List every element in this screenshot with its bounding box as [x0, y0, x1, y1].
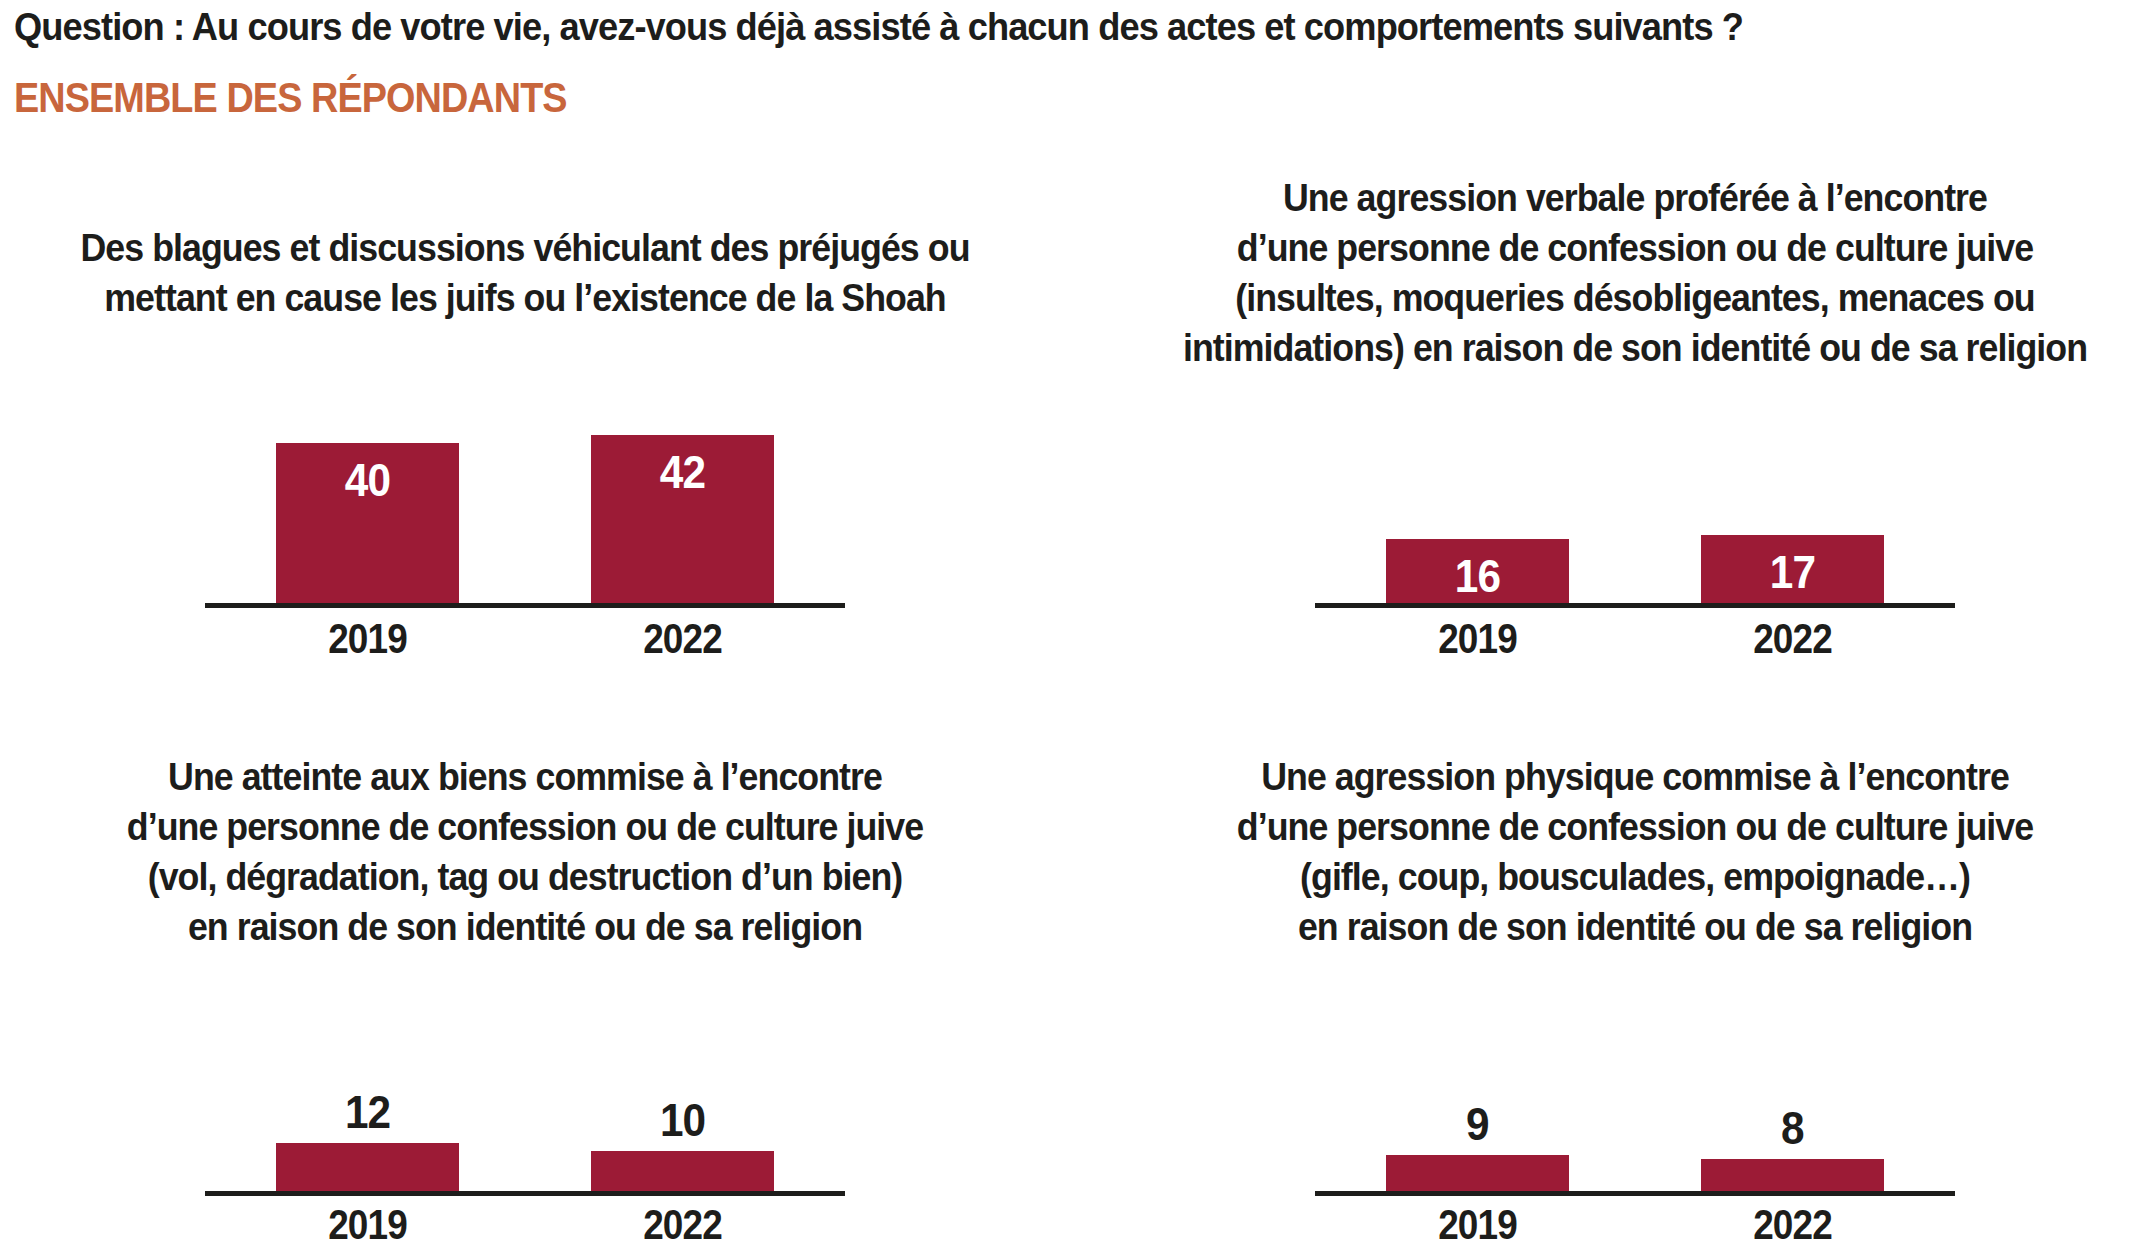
chart-title-line: d’une personne de confession ou de cultu…: [1237, 223, 2033, 273]
x-axis-line: [1315, 603, 1955, 608]
chart-title-line: en raison de son identité ou de sa relig…: [188, 902, 862, 952]
bar-slot-2022: 8: [1701, 1105, 1884, 1191]
chart-title-line: en raison de son identité ou de sa relig…: [1298, 902, 1972, 952]
bars-group: 1617: [1315, 535, 1955, 603]
x-axis-line: [1315, 1191, 1955, 1196]
bar: [591, 1151, 774, 1191]
bar: [276, 1143, 459, 1191]
chart-atteinte-aux-biens: Une atteinte aux biens commise à l’encon…: [30, 713, 1020, 1246]
bars-group: 12 10: [205, 1089, 845, 1191]
bar-value-label: 12: [345, 1089, 390, 1135]
bar: 42: [591, 435, 774, 603]
chart-title-line: d’une personne de confession ou de cultu…: [127, 802, 923, 852]
bar: [1386, 1155, 1569, 1191]
bar-value-label: 8: [1781, 1105, 1804, 1151]
x-axis-line: [205, 1191, 845, 1196]
chart-title: Des blagues et discussions véhiculant de…: [60, 130, 991, 416]
year-label: 2022: [1712, 617, 1873, 661]
audience-subheading: ENSEMBLE DES RÉPONDANTS: [14, 74, 567, 122]
year-label: 2019: [287, 617, 448, 661]
chart-title-line: intimidations) en raison de son identité…: [1183, 323, 2087, 373]
bar-slot-2022: 10: [591, 1097, 774, 1191]
x-axis-labels: 2019 2022: [205, 617, 845, 661]
chart-agression-verbale: Une agression verbale proférée à l’encon…: [1130, 130, 2140, 680]
year-label: 2022: [1712, 1203, 1873, 1246]
bar-value-label: 42: [598, 445, 766, 499]
bar-value-label: 9: [1466, 1101, 1489, 1147]
x-axis-labels: 2019 2022: [1315, 617, 1955, 661]
chart-title-line: Une agression verbale proférée à l’encon…: [1283, 173, 1987, 223]
bar-slot-2022: 42: [591, 435, 774, 603]
bar-value-label: 10: [660, 1097, 705, 1143]
year-label: 2019: [1397, 1203, 1558, 1246]
chart-title-line: Une atteinte aux biens commise à l’encon…: [168, 752, 882, 802]
bar-slot-2019: 40: [276, 443, 459, 603]
chart-title: Une agression physique commise à l’encon…: [1160, 713, 2109, 991]
bar-slot-2019: 12: [276, 1089, 459, 1191]
bar: 16: [1386, 539, 1569, 603]
chart-title: Une atteinte aux biens commise à l’encon…: [60, 713, 991, 991]
question-heading: Question : Au cours de votre vie, avez-v…: [14, 4, 1743, 50]
bar-slot-2019: 9: [1386, 1101, 1569, 1191]
year-label: 2022: [602, 617, 763, 661]
bar-value-label: 16: [1393, 549, 1561, 603]
year-label: 2019: [287, 1203, 448, 1246]
year-label: 2019: [1397, 617, 1558, 661]
chart-title-line: (insultes, moqueries désobligeantes, men…: [1235, 273, 2034, 323]
bar-slot-2019: 16: [1386, 539, 1569, 603]
chart-title-line: d’une personne de confession ou de cultu…: [1237, 802, 2033, 852]
chart-title-line: (vol, dégradation, tag ou destruction d’…: [148, 852, 903, 902]
bar: 17: [1701, 535, 1884, 603]
bar: [1701, 1159, 1884, 1191]
chart-title-line: mettant en cause les juifs ou l’existenc…: [104, 273, 945, 323]
year-label: 2022: [602, 1203, 763, 1246]
bars-group: 40 42: [205, 435, 845, 603]
chart-title-line: Des blagues et discussions véhiculant de…: [80, 223, 969, 273]
bar: 40: [276, 443, 459, 603]
x-axis-labels: 2019 2022: [1315, 1203, 1955, 1246]
chart-title-line: (gifle, coup, bousculades, empoignade…): [1300, 852, 1970, 902]
bar-slot-2022: 17: [1701, 535, 1884, 603]
bar-value-label: 40: [283, 453, 451, 507]
bars-group: 98: [1315, 1101, 1955, 1191]
chart-blagues-discussions: Des blagues et discussions véhiculant de…: [30, 130, 1020, 680]
chart-title: Une agression verbale proférée à l’encon…: [1160, 130, 2109, 416]
x-axis-line: [205, 603, 845, 608]
bar-value-label: 17: [1708, 545, 1876, 599]
infographic-page: Question : Au cours de votre vie, avez-v…: [0, 0, 2142, 1246]
chart-title-line: Une agression physique commise à l’encon…: [1261, 752, 2009, 802]
chart-agression-physique: Une agression physique commise à l’encon…: [1130, 713, 2140, 1246]
x-axis-labels: 2019 2022: [205, 1203, 845, 1246]
